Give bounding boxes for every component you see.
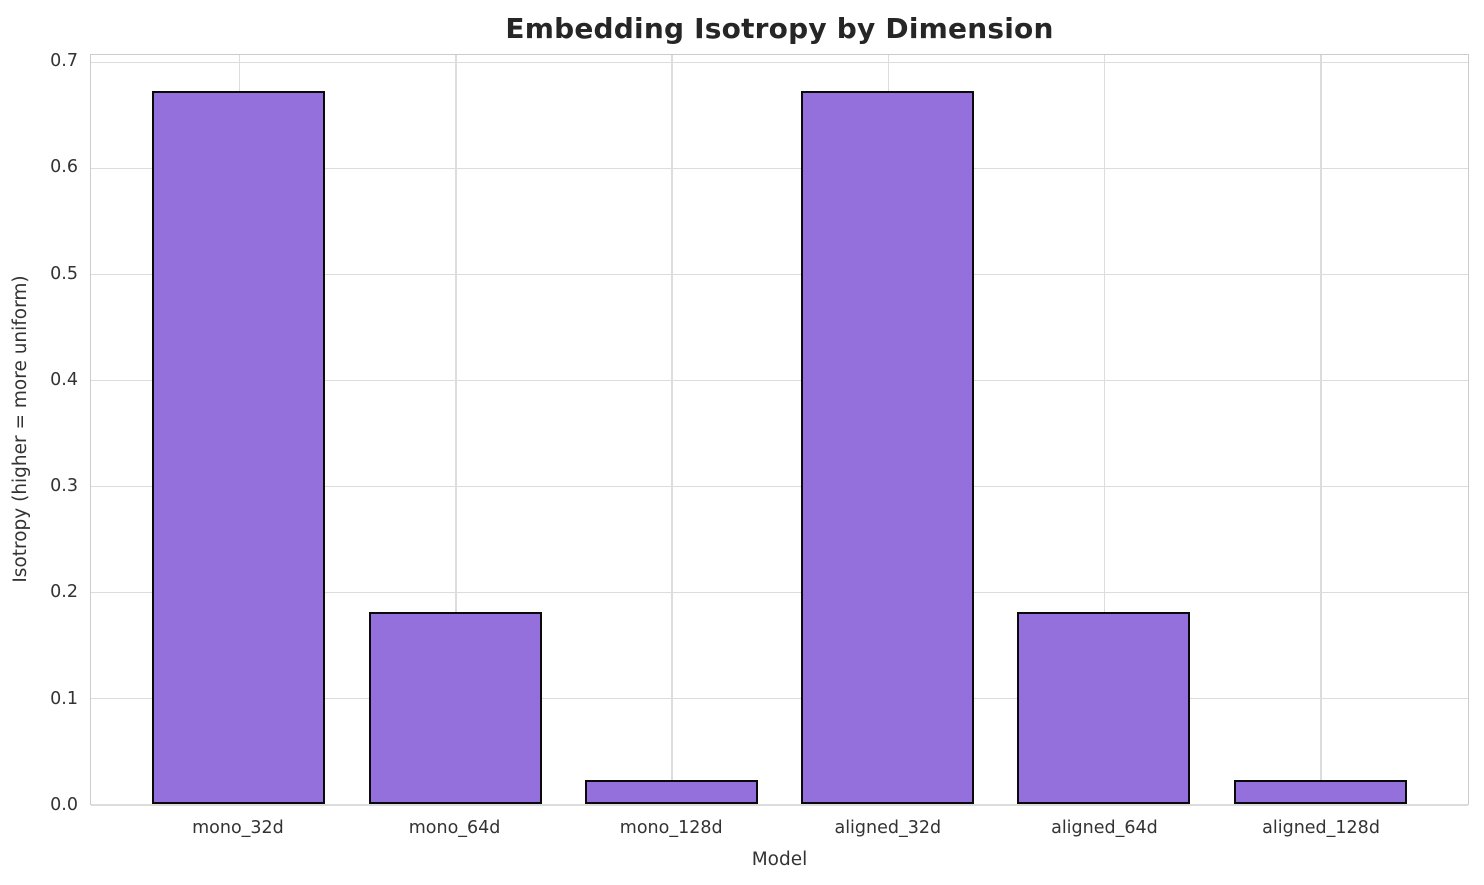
x-tick-label-mono_32d: mono_32d — [192, 818, 284, 838]
x-tick-label-aligned_32d: aligned_32d — [834, 818, 942, 838]
x-gridline — [455, 55, 457, 804]
y-gridline — [91, 591, 1468, 594]
y-gridline — [91, 61, 1468, 64]
x-gridline — [671, 55, 673, 804]
x-axis-label: Model — [751, 849, 808, 870]
y-tick-label: 0.7 — [50, 51, 78, 71]
y-tick-label: 0.1 — [50, 688, 78, 709]
y-tick-label: 0.3 — [50, 476, 78, 497]
y-tick-label: 0.6 — [50, 157, 78, 178]
bar-aligned_64d — [1017, 612, 1191, 804]
x-tick-label-aligned_128d: aligned_128d — [1262, 818, 1380, 838]
bar-mono_128d — [584, 779, 758, 804]
x-tick-label-mono_64d: mono_64d — [408, 818, 501, 838]
y-gridline — [91, 485, 1468, 488]
y-tick-label: 0.5 — [50, 263, 78, 284]
y-gridline — [91, 379, 1468, 382]
x-tick-label-mono_128d: mono_128d — [619, 818, 723, 838]
x-gridline — [1320, 55, 1322, 804]
y-gridline — [91, 273, 1468, 276]
y-axis-label-text: Isotropy (higher = more uniform) — [10, 275, 31, 583]
bar-mono_64d — [368, 612, 542, 804]
chart-title: Embedding Isotropy by Dimension — [505, 12, 1054, 45]
y-gridline — [91, 167, 1468, 170]
y-tick-label: 0.0 — [50, 795, 78, 815]
y-tick-label: 0.2 — [50, 582, 78, 603]
plot-area — [90, 54, 1469, 806]
x-tick-label-aligned_64d: aligned_64d — [1051, 818, 1158, 838]
y-gridline — [91, 697, 1468, 700]
y-gridline — [91, 804, 1468, 806]
y-tick-label: 0.4 — [50, 369, 78, 390]
bar-mono_32d — [152, 90, 326, 804]
bar-aligned_128d — [1233, 779, 1407, 804]
x-gridline — [1103, 55, 1106, 804]
bar-aligned_32d — [801, 90, 975, 804]
